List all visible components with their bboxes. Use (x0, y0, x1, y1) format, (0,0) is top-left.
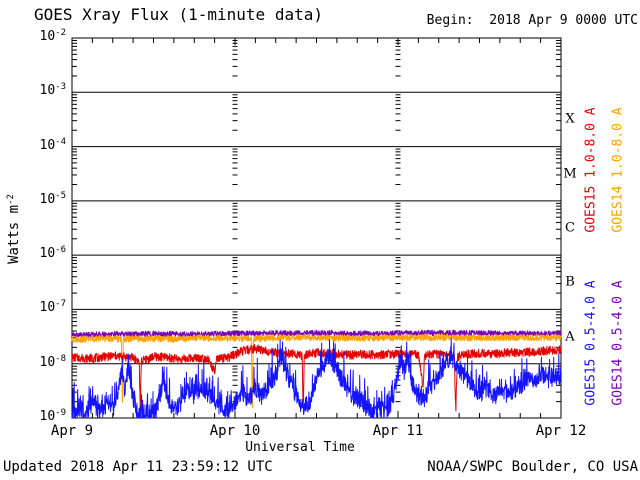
flare-class-label: M (563, 166, 577, 182)
y-tick-exponent: -4 (55, 136, 66, 147)
x-tick-label: Apr 10 (209, 423, 261, 439)
y-tick-label: 10-6 (30, 245, 67, 262)
y-tick-base: 10 (39, 29, 56, 44)
series-line-goes15-0-5-4-0-a (71, 337, 562, 419)
page-title: GOES Xray Flux (1-minute data) (34, 5, 323, 24)
y-tick-base: 10 (39, 137, 56, 153)
y-tick-base: 10 (39, 409, 56, 424)
x-tick-label: Apr 12 (535, 423, 587, 439)
flare-class-label: A (565, 329, 575, 345)
source-attribution: NOAA/SWPC Boulder, CO USA (427, 459, 638, 475)
legend-label: GOES15 0.5-4.0 A (583, 280, 599, 406)
y-tick-exponent: -9 (55, 408, 66, 418)
y-tick-base: 10 (39, 300, 56, 316)
legend-label: GOES15 1.0-8.0 A (583, 107, 599, 233)
x-axis-title: Universal Time (245, 440, 355, 455)
y-tick-label: 10-4 (30, 136, 67, 153)
y-tick-base: 10 (39, 246, 56, 262)
y-tick-exponent: -5 (55, 190, 66, 201)
flare-class-label: C (565, 220, 575, 236)
y-tick-label: 10-7 (30, 299, 67, 316)
x-tick-label: Apr 11 (372, 423, 424, 439)
y-tick-label: 10-5 (30, 190, 67, 207)
y-tick-label: 10-3 (30, 82, 67, 99)
y-axis-title-text: Watts m (6, 204, 22, 264)
y-tick-base: 10 (39, 354, 56, 370)
y-tick-exponent: -2 (55, 28, 66, 38)
y-tick-base: 10 (39, 191, 56, 207)
y-tick-label: 10-8 (30, 353, 67, 370)
series-line-goes14-1-0-8-0-a (71, 333, 562, 409)
series-line-goes15-1-0-8-0-a (71, 343, 562, 412)
y-axis-title-exponent: -2 (6, 194, 16, 205)
x-tick-label: Apr 9 (50, 423, 94, 439)
begin-timestamp: Begin: 2018 Apr 9 0000 UTC (426, 13, 638, 28)
y-tick-label: 10-2 (30, 28, 67, 44)
legend-label: GOES14 0.5-4.0 A (610, 280, 626, 406)
y-tick-base: 10 (39, 83, 56, 99)
updated-timestamp: Updated 2018 Apr 11 23:59:12 UTC (3, 459, 273, 475)
legend-label: GOES14 1.0-8.0 A (610, 107, 626, 233)
flare-class-label: X (565, 111, 575, 127)
y-tick-exponent: -6 (55, 245, 66, 256)
y-tick-label: 10-9 (30, 408, 67, 424)
y-tick-exponent: -8 (55, 353, 66, 364)
series-line-goes14-0-5-4-0-a (71, 329, 562, 338)
y-tick-exponent: -7 (55, 299, 66, 310)
flare-class-label: B (565, 274, 575, 290)
y-axis-title: Watts m-2 (6, 194, 22, 264)
y-tick-exponent: -3 (55, 82, 66, 93)
